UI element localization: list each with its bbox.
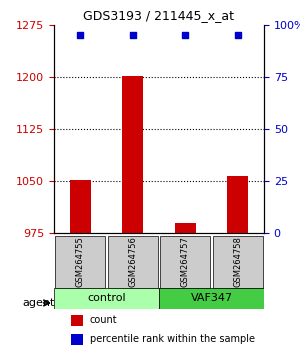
- Text: agent: agent: [23, 298, 55, 308]
- Point: [235, 32, 240, 38]
- Bar: [227, 176, 248, 233]
- Bar: [175, 223, 196, 233]
- Text: GSM264758: GSM264758: [233, 236, 242, 287]
- Point: [130, 32, 135, 38]
- Text: GSM264756: GSM264756: [128, 236, 137, 287]
- FancyBboxPatch shape: [108, 236, 158, 288]
- Text: count: count: [90, 315, 117, 325]
- Text: percentile rank within the sample: percentile rank within the sample: [90, 334, 255, 344]
- FancyBboxPatch shape: [54, 288, 159, 309]
- FancyBboxPatch shape: [160, 236, 210, 288]
- Point: [78, 32, 83, 38]
- Title: GDS3193 / 211445_x_at: GDS3193 / 211445_x_at: [83, 9, 235, 22]
- Text: GSM264755: GSM264755: [76, 237, 85, 287]
- Text: control: control: [87, 293, 126, 303]
- FancyBboxPatch shape: [212, 236, 263, 288]
- Bar: [71, 334, 83, 345]
- Text: GSM264757: GSM264757: [181, 236, 190, 287]
- FancyBboxPatch shape: [159, 288, 264, 309]
- Bar: [122, 76, 143, 233]
- Bar: [70, 180, 91, 233]
- Bar: [71, 315, 83, 326]
- Text: VAF347: VAF347: [190, 293, 232, 303]
- FancyBboxPatch shape: [55, 236, 106, 288]
- Point: [183, 32, 188, 38]
